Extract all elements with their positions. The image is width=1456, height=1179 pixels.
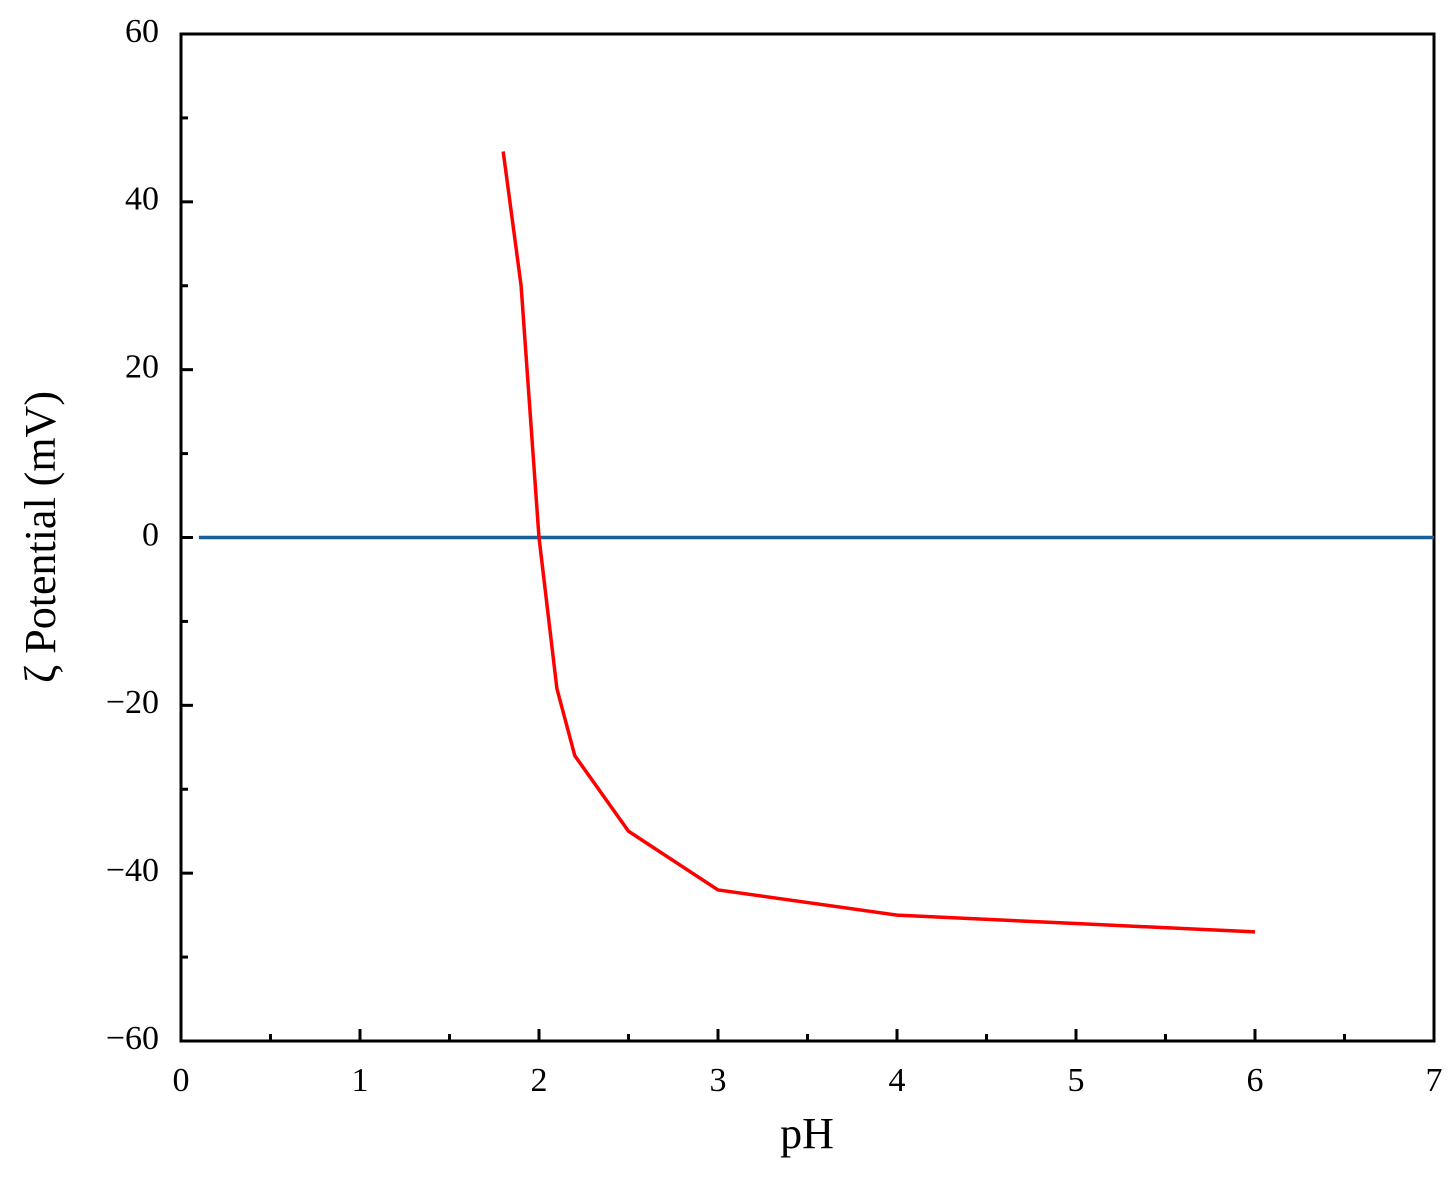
x-axis-label: pH: [780, 1109, 834, 1158]
y-tick-label: 40: [125, 181, 159, 218]
data-line: [501, 151, 1256, 934]
y-tick-label: 0: [142, 516, 159, 553]
y-tick-label: 20: [125, 348, 159, 385]
x-tick-label: 1: [352, 1062, 369, 1099]
x-tick-label: 4: [889, 1062, 906, 1099]
x-tick-label: 7: [1426, 1062, 1443, 1099]
x-tick-label: 6: [1247, 1062, 1264, 1099]
x-tick-label: 0: [173, 1062, 190, 1099]
x-tick-label: 3: [710, 1062, 727, 1099]
x-tick-label: 5: [1068, 1062, 1085, 1099]
x-tick-label: 2: [531, 1062, 548, 1099]
y-tick-label: −20: [106, 684, 159, 721]
y-tick-label: −40: [106, 852, 159, 889]
y-tick-label: −60: [106, 1020, 159, 1057]
y-tick-label: 60: [125, 13, 159, 50]
y-axis-label: ζ Potential (mV): [16, 391, 65, 683]
